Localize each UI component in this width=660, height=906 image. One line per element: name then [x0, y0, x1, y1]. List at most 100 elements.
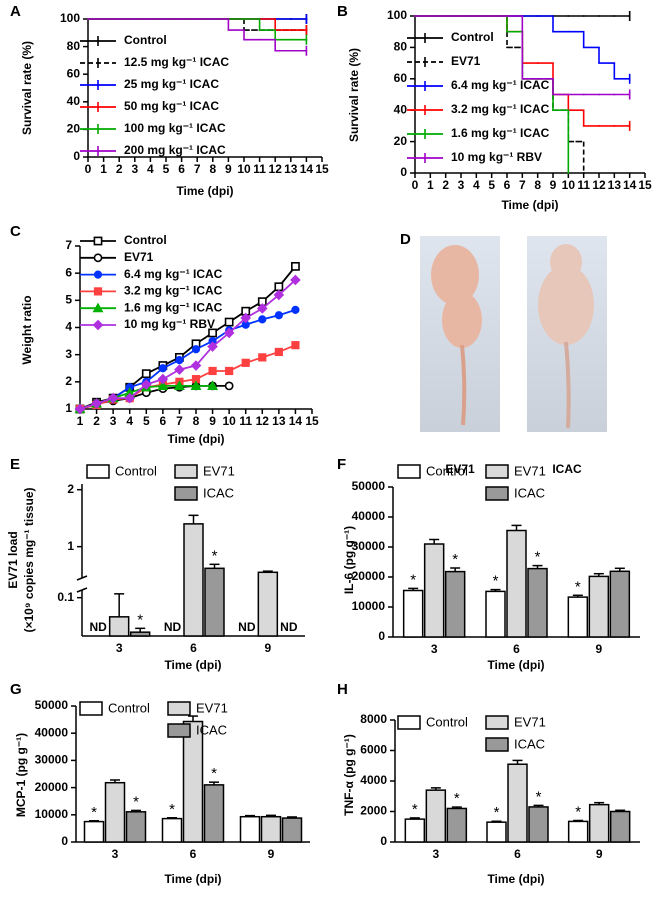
marker: [208, 328, 217, 338]
x-tick-label: 11: [577, 178, 590, 192]
y-axis-title: MCP-1 (pg g⁻¹): [14, 733, 28, 817]
marker: [93, 270, 103, 279]
bar: [485, 590, 506, 638]
x-tick-label: 9: [225, 162, 232, 176]
marker: [91, 398, 102, 409]
bar: [588, 803, 610, 843]
significance-mark: *: [137, 611, 143, 628]
x-tick-label: 9: [595, 642, 602, 656]
bar: [404, 818, 426, 843]
legend-swatch: [485, 737, 509, 752]
panel-letter: F: [337, 456, 346, 473]
significance-mark: *: [535, 549, 541, 566]
y-tick-label: 4: [65, 320, 72, 334]
marker: [173, 380, 185, 391]
y-tick-label: 6: [65, 265, 72, 279]
legend-swatch: [174, 464, 198, 479]
legend-label: ICAC: [196, 722, 227, 737]
bar: [161, 817, 183, 843]
significance-mark: *: [494, 804, 500, 821]
legend-label: Control: [115, 463, 157, 478]
y-axis-title: TNF-α (pg g⁻¹): [342, 734, 356, 816]
y-tick-label: 20000: [352, 569, 386, 583]
x-axis-title: Time (dpi): [487, 872, 544, 886]
x-tick-label: 12: [592, 178, 606, 192]
x-tick-label: 8: [534, 178, 541, 192]
legend-label: ICAC: [514, 485, 545, 500]
value-label: ND: [89, 620, 107, 634]
legend-label: 50 mg kg⁻¹ ICAC: [124, 99, 219, 113]
y-tick-label: 1: [65, 401, 72, 415]
y-tick-label: 8000: [360, 712, 387, 726]
legend-label: ICAC: [203, 485, 234, 500]
y-tick-label: 20: [67, 122, 81, 136]
x-axis-title: Time (dpi): [167, 432, 224, 446]
bar: [446, 807, 468, 843]
x-tick-label: 15: [315, 162, 329, 176]
y-tick-label: 1: [67, 539, 74, 553]
legend-label: EV71: [203, 463, 235, 478]
marker: [224, 317, 234, 327]
legend-swatch: [174, 486, 198, 501]
bar: [257, 571, 279, 637]
x-tick-label: 1: [100, 162, 107, 176]
x-tick-label: 5: [143, 414, 150, 428]
x-tick-label: 4: [126, 414, 133, 428]
x-tick-label: 6: [160, 414, 167, 428]
panel-letter: H: [337, 681, 348, 698]
y-tick-label: 80: [394, 40, 408, 54]
marker: [273, 289, 285, 301]
significance-mark: *: [410, 571, 416, 588]
legend-label: EV71: [514, 463, 546, 478]
marker: [291, 305, 300, 314]
legend-label: EV71: [451, 54, 481, 68]
marker: [240, 312, 252, 324]
marker: [175, 356, 184, 365]
y-tick-label: 20: [394, 134, 408, 148]
y-tick-label: 40000: [352, 509, 386, 523]
x-tick-label: 7: [519, 178, 526, 192]
x-tick-label: 14: [300, 162, 314, 176]
bar: [104, 781, 126, 843]
panel-letter: E: [10, 456, 20, 473]
marker: [157, 380, 169, 391]
marker: [174, 364, 185, 375]
x-tick-label: 0: [85, 162, 92, 176]
y-tick-label: 50000: [35, 698, 69, 712]
x-tick-label: 1: [77, 414, 84, 428]
x-tick-label: 3: [112, 847, 119, 861]
bar: [528, 806, 549, 843]
significance-mark: *: [493, 573, 499, 590]
bar: [609, 810, 631, 843]
legend-label: 6.4 mg kg⁻¹ ICAC: [124, 267, 223, 281]
legend-label: 25 mg kg⁻¹ ICAC: [124, 77, 219, 91]
x-tick-label: 12: [269, 162, 283, 176]
panel-letter: C: [10, 223, 21, 240]
marker: [93, 253, 103, 263]
y-tick-label: 30000: [352, 539, 386, 553]
x-tick-label: 11: [239, 414, 252, 428]
y-tick-label: 7: [65, 238, 72, 252]
y-tick-label: 10000: [35, 807, 69, 821]
significance-mark: *: [536, 788, 542, 805]
legend-label: Control: [124, 233, 167, 247]
y-tick-label: 0: [380, 834, 387, 848]
marker: [74, 403, 86, 415]
x-axis-title: Time (dpi): [164, 658, 221, 672]
x-tick-label: 6: [190, 641, 197, 655]
x-tick-label: 13: [284, 162, 298, 176]
x-tick-label: 15: [305, 414, 319, 428]
marker: [290, 274, 301, 286]
significance-mark: *: [454, 790, 460, 807]
y-tick-label: 2000: [360, 804, 387, 818]
x-tick-label: 9: [268, 847, 275, 861]
marker: [107, 392, 119, 404]
y-tick-label: 3: [65, 347, 72, 361]
x-tick-label: 5: [163, 162, 170, 176]
marker: [274, 311, 283, 320]
legend-swatch: [167, 701, 191, 716]
x-tick-label: 4: [473, 178, 480, 192]
series-line: [79, 385, 230, 410]
marker: [207, 341, 218, 352]
